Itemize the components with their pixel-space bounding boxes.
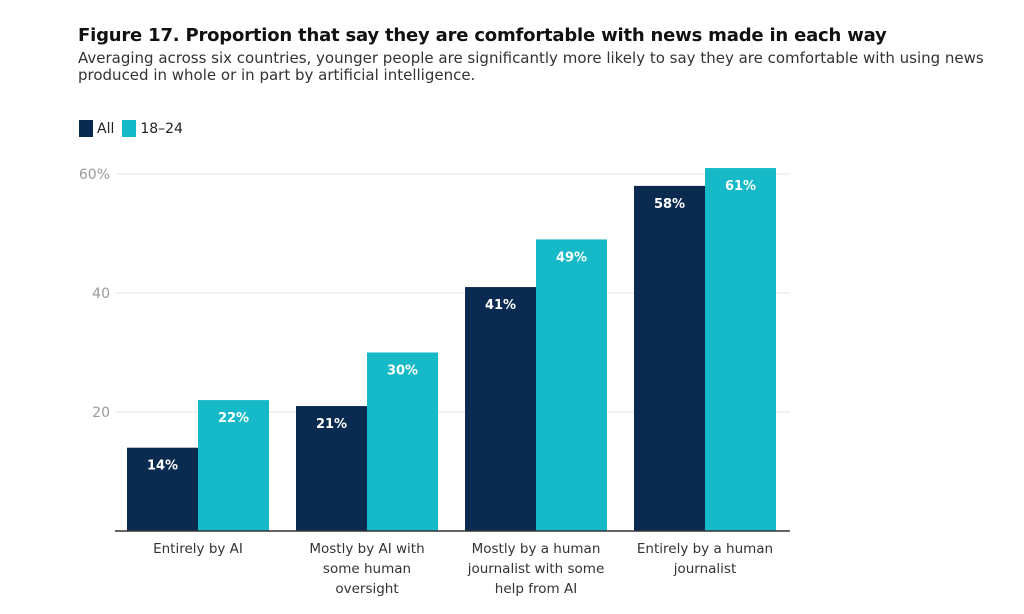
legend-swatch-18-24 [122,120,137,137]
bar-value-label-1-3: 61% [725,179,756,194]
x-category-label-0: Entirely by AI [153,541,243,557]
chart-header: Figure 17. Proportion that say they are … [78,24,1008,84]
legend-swatch-all [79,120,93,137]
bar-value-label-0-0: 14% [147,459,178,474]
bar-All-0 [127,447,198,531]
bar-value-label-0-3: 58% [654,197,685,212]
bar-All-2 [465,287,536,531]
x-category-label-1: Mostly by AI with some human oversight [309,541,424,597]
bar-1824-0 [198,400,269,531]
bar-value-label-1-0: 22% [218,411,249,426]
x-category-label-2: Mostly by a human journalist with some hel… [467,541,605,597]
bar-value-label-0-1: 21% [316,417,347,432]
legend-label-all: All [97,120,115,137]
bar-1824-2 [536,239,607,531]
legend-label-18-24: 18–24 [140,120,183,137]
bar-1824-1 [367,352,438,531]
x-category-label-3: Entirely by a human journalist [637,541,773,577]
bar-value-label-0-2: 41% [485,298,516,313]
legend-item-18-24: 18–24 [122,120,183,137]
y-tick-label-0: 20 [92,405,110,421]
chart-subtitle: Averaging across six countries, younger … [78,49,984,84]
bar-All-1 [296,406,367,531]
chart-legend: All 18–24 [79,120,191,137]
y-tick-label-1: 40 [92,286,110,302]
y-tick-label-2: 60% [79,167,110,183]
bar-1824-3 [705,168,776,532]
bar-All-3 [634,185,705,531]
bar-value-label-1-2: 49% [556,250,587,265]
legend-item-all: All [79,120,114,137]
bar-value-label-1-1: 30% [387,364,418,379]
chart-title: Figure 17. Proportion that say they are … [78,25,887,46]
